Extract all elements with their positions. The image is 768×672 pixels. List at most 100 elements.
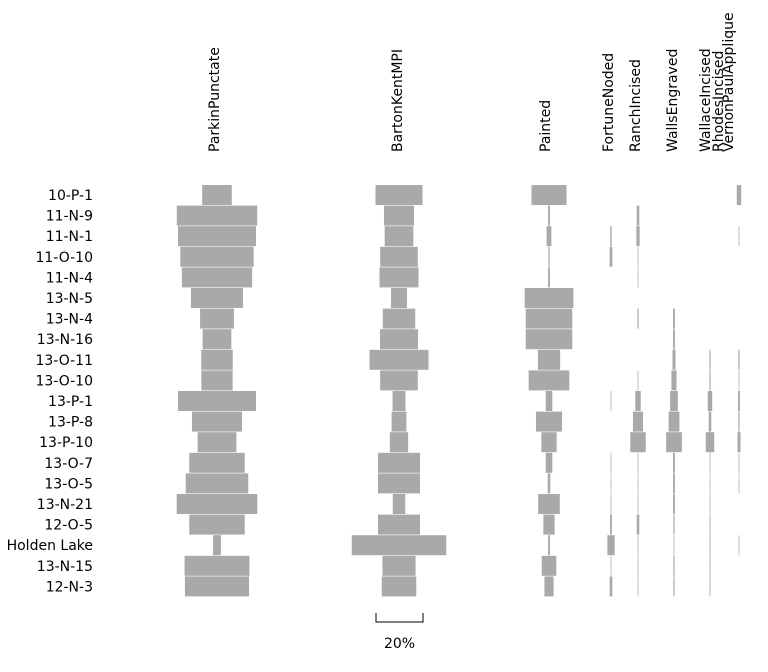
bar-vernonpaulapplique-10-p-1	[736, 185, 742, 205]
bar-bartonkentmpi-11-n-4	[379, 267, 419, 288]
bar-wallsengraved-13-o-10	[671, 370, 677, 391]
bar-bartonkentmpi-13-n-4	[382, 308, 416, 329]
bar-bartonkentmpi-13-o-10	[380, 370, 418, 391]
bar-ranchincised-13-o-5	[637, 473, 639, 494]
bar-parkinpunctate-11-n-4	[181, 267, 253, 288]
column-label-rhodesincised: RhodesIncised	[711, 51, 727, 152]
bar-painted-13-n-5	[524, 288, 574, 308]
bar-painted-11-n-1	[546, 226, 552, 247]
bar-bartonkentmpi-13-o-7	[377, 452, 421, 473]
column-label-vernonpaulapplique: VernonPaulApplique	[721, 12, 737, 152]
bar-painted-13-n-21	[538, 494, 560, 514]
column-label-fortunenoded: FortuneNoded	[601, 53, 617, 152]
bar-parkinpunctate-13-o-10	[201, 370, 233, 391]
bar-bartonkentmpi-13-n-16	[379, 329, 419, 350]
bar-parkinpunctate-11-o-10	[180, 246, 254, 267]
bar-parkinpunctate-13-p-8	[191, 411, 243, 432]
bar-wallsengraved-holden-lake	[673, 535, 675, 556]
scale-bar-bracket	[375, 613, 424, 623]
bar-rhodesincised-12-o-5	[709, 514, 711, 535]
bar-wallsengraved-13-o-11	[672, 349, 676, 370]
row-label-11-o-10: 11-O-10	[35, 250, 93, 266]
bar-painted-13-n-4	[525, 308, 573, 329]
bar-rhodesincised-13-n-15	[709, 555, 711, 576]
bar-wallsengraved-13-p-8	[668, 411, 680, 432]
column-labels: ParkinPunctate BartonKentMPI Painted Fortun…	[207, 12, 737, 152]
bar-vernonpaulapplique-13-p-10	[737, 432, 741, 453]
bar-ranchincised-13-p-10	[630, 432, 646, 453]
bar-painted-13-p-8	[535, 411, 563, 432]
bar-painted-12-n-3	[544, 576, 554, 597]
bar-ranchincised-11-n-9	[636, 205, 640, 226]
bar-painted-13-n-15	[541, 555, 557, 576]
bar-wallsengraved-13-n-4	[673, 308, 675, 329]
bar-wallsengraved-13-n-15	[673, 555, 675, 576]
row-label-10-p-1: 10-P-1	[48, 188, 93, 204]
row-label-11-n-4: 11-N-4	[46, 270, 93, 286]
bar-bartonkentmpi-13-n-21	[392, 494, 406, 514]
bar-bartonkentmpi-holden-lake	[351, 535, 447, 556]
bar-bartonkentmpi-13-n-5	[391, 288, 407, 308]
bar-parkinpunctate-13-n-4	[200, 308, 234, 329]
bar-painted-13-o-10	[528, 370, 570, 391]
bar-bartonkentmpi-11-n-1	[384, 226, 414, 247]
bar-parkinpunctate-13-p-1	[177, 391, 257, 411]
bar-vernonpaulapplique-13-o-10	[738, 370, 740, 391]
bar-bartonkentmpi-13-p-10	[389, 432, 409, 453]
bar-bartonkentmpi-11-n-9	[383, 205, 415, 226]
bar-painted-13-o-7	[545, 452, 553, 473]
column-label-ranchincised: RanchIncised	[628, 59, 644, 152]
row-label-13-n-4: 13-N-4	[46, 312, 93, 328]
column-label-wallsengraved: WallsEngraved	[665, 49, 681, 152]
bar-rhodesincised-13-o-11	[709, 349, 711, 370]
bar-rhodesincised-13-o-7	[709, 452, 711, 473]
bar-fortunenoded-13-p-1	[610, 391, 612, 411]
bar-parkinpunctate-13-n-16	[202, 329, 232, 350]
bar-rhodesincised-13-o-5	[709, 473, 711, 494]
bar-rhodesincised-12-n-3	[709, 576, 711, 597]
row-label-13-n-15: 13-N-15	[37, 559, 93, 575]
bar-bartonkentmpi-11-o-10	[380, 246, 418, 267]
bar-bartonkentmpi-13-p-1	[392, 391, 406, 411]
bar-parkinpunctate-13-n-5	[190, 288, 244, 308]
bar-rhodesincised-13-o-10	[709, 370, 711, 391]
bar-fortunenoded-13-n-15	[610, 555, 612, 576]
row-label-11-n-9: 11-N-9	[46, 209, 93, 225]
scale-bar-label: 20%	[384, 636, 415, 652]
bar-painted-11-n-9	[548, 205, 550, 226]
bar-rhodesincised-holden-lake	[709, 535, 711, 556]
bar-parkinpunctate-13-p-10	[197, 432, 237, 453]
bar-parkinpunctate-13-o-5	[185, 473, 249, 494]
bar-wallsengraved-12-o-5	[673, 514, 675, 535]
row-label-13-n-16: 13-N-16	[37, 332, 93, 348]
bar-ranchincised-12-o-5	[636, 514, 640, 535]
bar-parkinpunctate-11-n-1	[177, 226, 257, 247]
scale-bar: 20%	[375, 613, 424, 652]
row-label-13-o-5: 13-O-5	[44, 476, 93, 492]
bar-bartonkentmpi-13-o-5	[377, 473, 421, 494]
bar-parkinpunctate-holden-lake	[213, 535, 221, 556]
row-label-13-o-7: 13-O-7	[44, 456, 93, 472]
bar-vernonpaulapplique-13-o-11	[738, 349, 740, 370]
column-label-painted: Painted	[538, 100, 554, 152]
bar-ranchincised-13-o-7	[637, 452, 639, 473]
bar-fortunenoded-12-n-3	[609, 576, 613, 597]
bar-bartonkentmpi-13-p-8	[391, 411, 407, 432]
bar-painted-12-o-5	[543, 514, 555, 535]
bar-fortunenoded-11-o-10	[609, 246, 613, 267]
column-label-parkinpunctate: ParkinPunctate	[207, 47, 223, 152]
bar-parkinpunctate-10-p-1	[202, 185, 232, 205]
bar-vernonpaulapplique-11-n-1	[738, 226, 740, 247]
row-label-13-n-5: 13-N-5	[46, 291, 93, 307]
bar-vernonpaulapplique-13-o-5	[738, 473, 740, 494]
row-label-12-o-5: 12-O-5	[44, 518, 93, 534]
bar-bartonkentmpi-13-o-11	[369, 349, 429, 370]
bar-vernonpaulapplique-13-o-7	[738, 452, 740, 473]
bar-parkinpunctate-13-o-7	[189, 452, 245, 473]
bar-painted-11-n-4	[548, 267, 550, 288]
bar-vernonpaulapplique-13-p-1	[738, 391, 740, 411]
column-label-wallaceincised: WallaceIncised	[698, 48, 714, 152]
row-label-11-n-1: 11-N-1	[46, 229, 93, 245]
bar-parkinpunctate-11-n-9	[176, 205, 258, 226]
bar-wallsengraved-13-p-10	[666, 432, 682, 453]
